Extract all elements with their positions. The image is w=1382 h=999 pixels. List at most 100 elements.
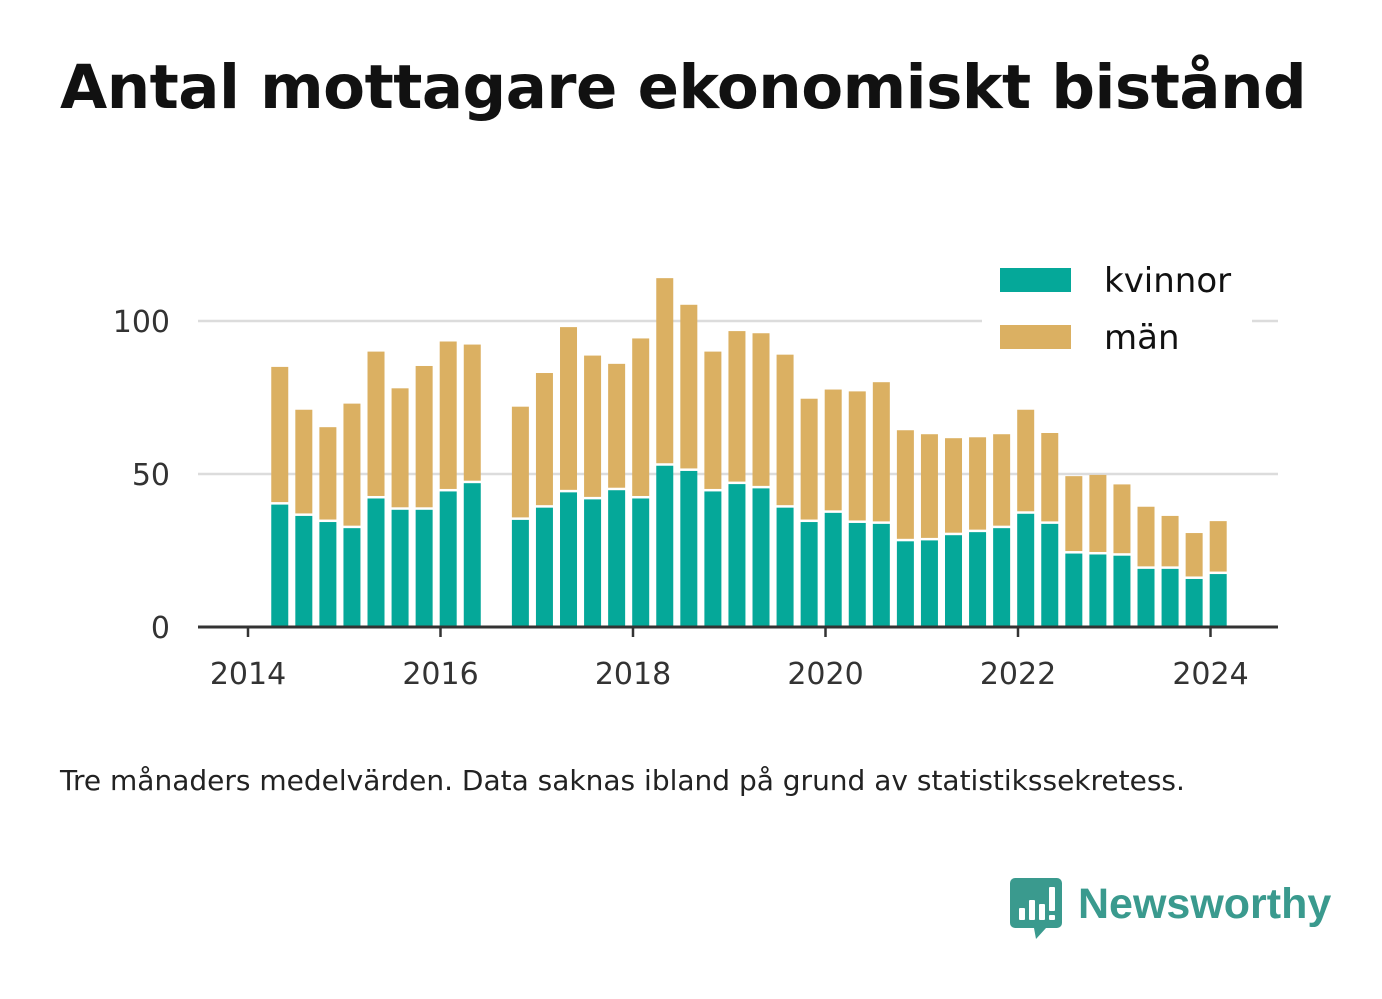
bar-kvinnor (752, 488, 770, 627)
bar-man (1161, 515, 1179, 567)
brand-logo: Newsworthy (1010, 878, 1331, 940)
bar-man (535, 373, 553, 506)
bar-kvinnor (584, 499, 602, 627)
bar-kvinnor (896, 541, 914, 627)
bar-man (848, 391, 866, 521)
bar-man (896, 430, 914, 539)
bar-kvinnor (463, 483, 481, 627)
chart-title: Antal mottagare ekonomiskt bistånd (60, 52, 1307, 123)
bar-kvinnor (415, 509, 433, 627)
bar-man (800, 398, 818, 520)
bar-kvinnor (367, 498, 385, 627)
bar-kvinnor (824, 512, 842, 627)
bar-kvinnor (1017, 513, 1035, 627)
x-tick-label: 2022 (980, 657, 1056, 692)
legend-swatch (1000, 325, 1071, 349)
bar-man (656, 278, 674, 464)
bar-kvinnor (1185, 578, 1203, 627)
bar-kvinnor (343, 528, 361, 627)
bar-kvinnor (680, 470, 698, 627)
bar-kvinnor (511, 519, 529, 627)
bar-kvinnor (920, 540, 938, 627)
bar-man (1089, 474, 1107, 552)
legend-label: män (1104, 318, 1180, 358)
bar-man (872, 382, 890, 522)
bar-kvinnor (848, 522, 866, 627)
bar-kvinnor (872, 523, 890, 627)
bar-man (776, 354, 794, 506)
bar-kvinnor (1137, 568, 1155, 627)
bar-kvinnor (535, 507, 553, 627)
bar-man (319, 427, 337, 520)
bar-kvinnor (704, 491, 722, 627)
bar-kvinnor (993, 528, 1011, 627)
bar-man (1185, 533, 1203, 577)
legend: kvinnor män (982, 256, 1252, 366)
x-tick-label: 2018 (595, 657, 671, 692)
bar-kvinnor (295, 515, 313, 627)
bar-man (343, 403, 361, 526)
bar-kvinnor (969, 532, 987, 627)
bar-man (945, 438, 963, 533)
bar-kvinnor (1041, 523, 1059, 627)
bar-man (752, 333, 770, 486)
footnote: Tre månaders medelvärden. Data saknas ib… (60, 764, 1185, 797)
newsworthy-logo-icon (1010, 878, 1062, 939)
bar-man (824, 389, 842, 511)
bar-man (1065, 476, 1083, 552)
bar-man (728, 331, 746, 482)
bar-kvinnor (632, 498, 650, 627)
bar-man (295, 409, 313, 514)
legend-swatch (1000, 268, 1071, 292)
y-axis-ticks: 0 50 100 (113, 305, 170, 646)
bar-man (560, 327, 578, 490)
x-tick-label: 2024 (1172, 657, 1248, 692)
bar-man (704, 351, 722, 489)
bar-kvinnor (391, 509, 409, 627)
bar-kvinnor (439, 491, 457, 627)
bar-kvinnor (608, 490, 626, 627)
bar-kvinnor (560, 492, 578, 627)
bar-kvinnor (945, 535, 963, 627)
bar-man (1113, 484, 1131, 554)
bar-man (511, 406, 529, 518)
bar-man (367, 351, 385, 496)
bar-man (993, 434, 1011, 526)
bars (271, 278, 1227, 627)
bar-man (439, 341, 457, 489)
bar-man (1209, 521, 1227, 572)
brand-name: Newsworthy (1078, 880, 1332, 928)
bar-man (415, 365, 433, 508)
bar-kvinnor (1209, 574, 1227, 627)
bar-man (1041, 432, 1059, 522)
bar-man (608, 363, 626, 488)
bar-man (632, 338, 650, 496)
bar-kvinnor (1089, 554, 1107, 627)
bar-kvinnor (1065, 553, 1083, 627)
x-tick-label: 2014 (210, 657, 286, 692)
bar-kvinnor (800, 522, 818, 627)
bar-man (920, 434, 938, 538)
bar-man (1017, 409, 1035, 512)
y-tick-label: 0 (151, 611, 170, 646)
bar-man (271, 366, 289, 503)
bar-man (1137, 506, 1155, 567)
bar-kvinnor (271, 504, 289, 627)
x-axis-ticks: 2014 2016 2018 2020 2022 2024 (210, 627, 1249, 692)
bar-kvinnor (776, 507, 794, 627)
x-tick-label: 2020 (787, 657, 863, 692)
bar-man (969, 437, 987, 530)
legend-label: kvinnor (1104, 261, 1231, 301)
bar-kvinnor (656, 465, 674, 627)
bar-kvinnor (728, 484, 746, 627)
bar-kvinnor (1161, 568, 1179, 627)
bar-man (680, 304, 698, 469)
bar-kvinnor (1113, 555, 1131, 627)
y-tick-label: 100 (113, 305, 170, 340)
bar-kvinnor (319, 522, 337, 627)
bar-man (391, 388, 409, 508)
bar-man (463, 344, 481, 481)
bar-man (584, 355, 602, 497)
x-tick-label: 2016 (402, 657, 478, 692)
